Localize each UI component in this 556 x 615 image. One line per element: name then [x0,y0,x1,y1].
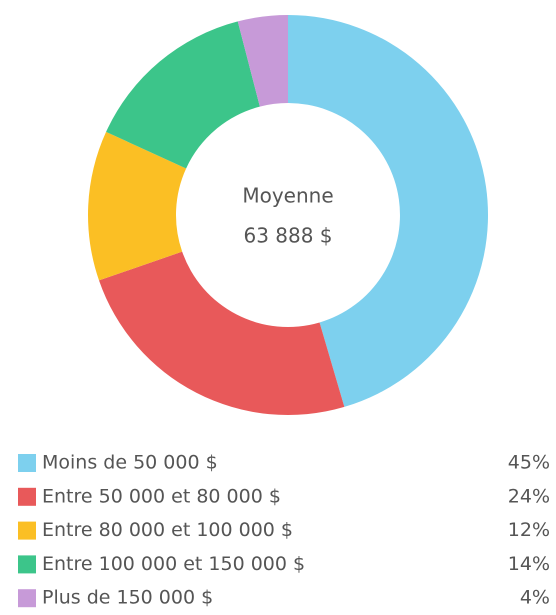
value-label: 12% [508,519,550,541]
legend-swatch [18,555,36,574]
legend-label: Entre 50 000 et 80 000 $ [42,485,281,507]
legend-swatch [18,487,36,506]
center-label: Moyenne [242,184,333,208]
donut-slice [99,251,345,416]
donut-slice [87,131,187,281]
donut-slice [106,21,260,169]
value-label: 45% [508,452,550,474]
legend-swatch [18,589,36,608]
legend-swatch [18,454,36,472]
legend-label: Moins de 50 000 $ [42,452,218,474]
donut-slice [288,15,489,407]
center-value: 63 888 $ [243,224,332,248]
value-label: 4% [520,587,550,609]
value-label: 24% [508,485,550,507]
legend-label: Entre 100 000 et 150 000 $ [42,553,305,575]
legend-label: Entre 80 000 et 100 000 $ [42,519,293,541]
donut-slice [237,15,288,107]
legend-label: Plus de 150 000 $ [42,587,213,609]
legend-swatch [18,521,36,540]
value-label: 14% [508,553,550,575]
